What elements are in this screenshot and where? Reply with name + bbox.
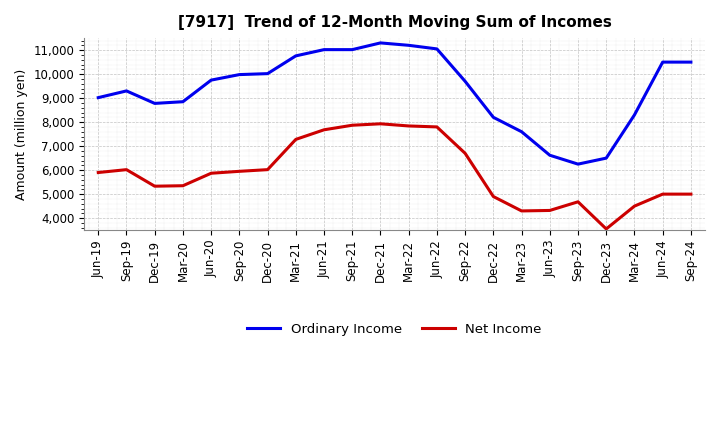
Net Income (687, 191, 696, 197)
Net Income (235, 169, 243, 174)
Net Income (292, 137, 300, 142)
Ordinary Income (376, 40, 384, 46)
Net Income (376, 121, 384, 126)
Ordinary Income (179, 99, 187, 104)
Ordinary Income (150, 101, 159, 106)
Net Income (207, 171, 215, 176)
Ordinary Income (546, 153, 554, 158)
Ordinary Income (292, 53, 300, 59)
Ordinary Income (264, 71, 272, 76)
Ordinary Income (348, 47, 356, 52)
Net Income (348, 123, 356, 128)
Net Income (94, 170, 102, 175)
Ordinary Income (94, 95, 102, 100)
Ordinary Income (461, 79, 469, 84)
Net Income (320, 127, 328, 132)
Ordinary Income (574, 161, 582, 167)
Net Income (602, 226, 611, 231)
Ordinary Income (517, 129, 526, 134)
Ordinary Income (235, 72, 243, 77)
Net Income (461, 150, 469, 156)
Ordinary Income (630, 112, 639, 117)
Ordinary Income (433, 46, 441, 51)
Ordinary Income (489, 115, 498, 120)
Ordinary Income (602, 155, 611, 161)
Title: [7917]  Trend of 12-Month Moving Sum of Incomes: [7917] Trend of 12-Month Moving Sum of I… (178, 15, 611, 30)
Line: Net Income: Net Income (98, 124, 691, 229)
Net Income (122, 167, 131, 172)
Net Income (405, 123, 413, 128)
Net Income (433, 124, 441, 129)
Ordinary Income (687, 59, 696, 65)
Net Income (517, 208, 526, 213)
Net Income (489, 194, 498, 199)
Ordinary Income (207, 77, 215, 83)
Ordinary Income (658, 59, 667, 65)
Net Income (546, 208, 554, 213)
Net Income (574, 199, 582, 205)
Net Income (264, 167, 272, 172)
Ordinary Income (320, 47, 328, 52)
Y-axis label: Amount (million yen): Amount (million yen) (15, 69, 28, 200)
Net Income (630, 203, 639, 209)
Ordinary Income (405, 43, 413, 48)
Net Income (658, 191, 667, 197)
Ordinary Income (122, 88, 131, 94)
Line: Ordinary Income: Ordinary Income (98, 43, 691, 164)
Legend: Ordinary Income, Net Income: Ordinary Income, Net Income (242, 317, 547, 341)
Net Income (179, 183, 187, 188)
Net Income (150, 183, 159, 189)
